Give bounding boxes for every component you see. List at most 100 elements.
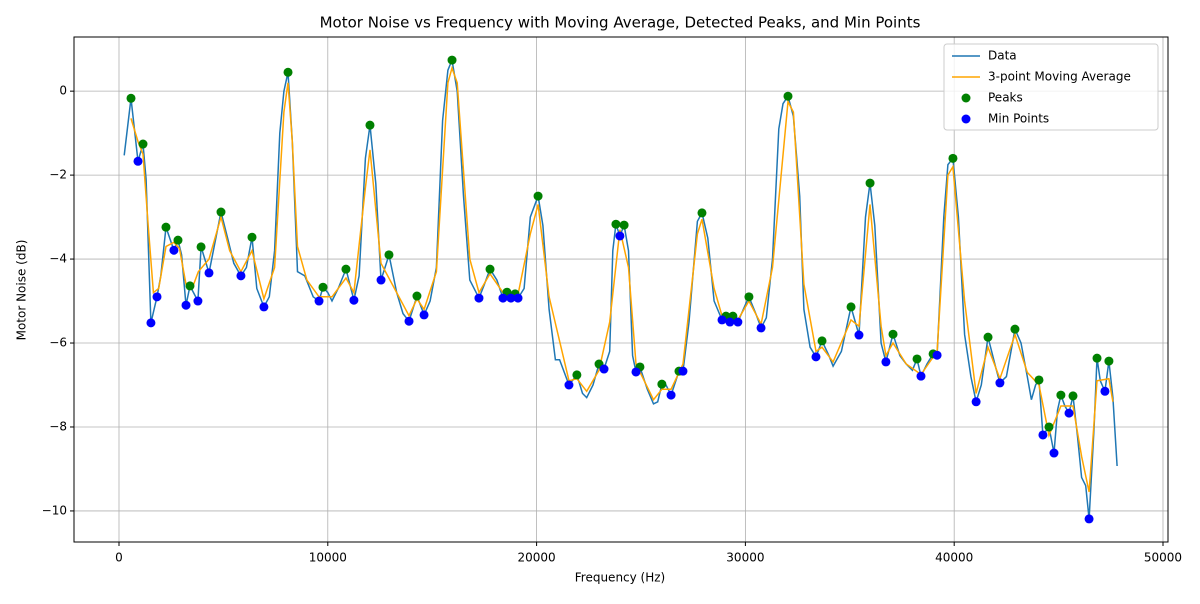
scatter-point [1034,375,1044,385]
y-tick-label: −6 [49,336,67,350]
scatter-point [146,318,156,328]
x-tick-label: 10000 [309,551,347,565]
scatter-point [631,367,641,377]
x-tick-label: 50000 [1144,551,1182,565]
scatter-point [611,219,621,229]
scatter-point [572,370,582,380]
scatter-point [185,281,195,291]
scatter-point [756,323,766,333]
scatter-point [948,153,958,163]
scatter-point [983,332,993,342]
scatter-point [932,350,942,360]
x-tick-label: 20000 [517,551,555,565]
scatter-point [854,330,864,340]
legend-label: 3-point Moving Average [988,70,1131,84]
chart-title: Motor Noise vs Frequency with Moving Ave… [320,14,921,32]
scatter-point [865,178,875,188]
scatter-point [564,380,574,390]
legend-box [943,43,1159,131]
y-tick-label: −10 [42,503,67,517]
scatter-point [513,293,523,303]
scatter-point [485,264,495,274]
legend-label: Min Points [988,112,1049,126]
scatter-point [717,315,727,325]
x-tick-label: 0 [115,551,123,565]
legend-label: Data [988,49,1017,63]
legend-label: Peaks [988,91,1023,105]
scatter-point [678,366,688,376]
scatter-point [846,302,856,312]
scatter-point [657,379,667,389]
scatter-point [1049,448,1059,458]
scatter-point [169,245,179,255]
scatter-point [126,93,136,103]
scatter-point [318,282,328,292]
scatter-point [314,296,324,306]
scatter-point [971,397,981,407]
scatter-point [1038,430,1048,440]
scatter-point [783,91,793,101]
y-tick-label: −8 [49,419,67,433]
scatter-point [193,296,203,306]
scatter-point [236,271,246,281]
scatter-point [376,275,386,285]
scatter-point [811,352,821,362]
series-line [130,65,1114,493]
scatter-point [283,67,293,77]
scatter-point [1056,390,1066,400]
scatter-point [181,300,191,310]
y-tick-label: −2 [49,168,67,182]
scatter-point [533,191,543,201]
scatter-point [152,292,162,302]
scatter-point [881,357,891,367]
y-tick-label: −4 [49,252,67,266]
legend-swatch [961,114,971,124]
scatter-point [666,390,676,400]
scatter-point [1068,391,1078,401]
scatter-point [697,208,707,218]
scatter-point [349,295,359,305]
x-tick-label: 40000 [935,551,973,565]
scatter-point [912,354,922,364]
plot-frame [73,36,1169,543]
x-tick-label: 30000 [726,551,764,565]
scatter-point [138,139,148,149]
scatter-point [733,317,743,327]
scatter-point [817,336,827,346]
scatter-point [161,222,171,232]
scatter-point [365,120,375,130]
scatter-point [173,235,183,245]
y-tick-label: 0 [59,84,67,98]
scatter-point [259,302,269,312]
scatter-point [498,293,508,303]
scatter-point [204,268,214,278]
scatter-point [744,292,754,302]
scatter-point [615,231,625,241]
x-axis-label: Frequency (Hz) [575,571,666,585]
scatter-point [506,293,516,303]
scatter-point [1100,386,1110,396]
scatter-point [384,250,394,260]
scatter-point [341,264,351,274]
scatter-point [916,371,926,381]
scatter-point [725,317,735,327]
scatter-point [1044,422,1054,432]
scatter-point [1084,514,1094,524]
scatter-point [412,291,422,301]
scatter-point [196,242,206,252]
scatter-point [599,364,609,374]
scatter-point [1092,353,1102,363]
scatter-point [619,220,629,230]
scatter-point [133,156,143,166]
scatter-point [888,329,898,339]
scatter-point [1104,356,1114,366]
legend-swatch [961,93,971,103]
scatter-point [404,316,414,326]
scatter-point [1064,408,1074,418]
scatter-point [419,310,429,320]
scatter-point [474,293,484,303]
scatter-point [447,55,457,65]
scatter-point [247,232,257,242]
scatter-point [1010,324,1020,334]
